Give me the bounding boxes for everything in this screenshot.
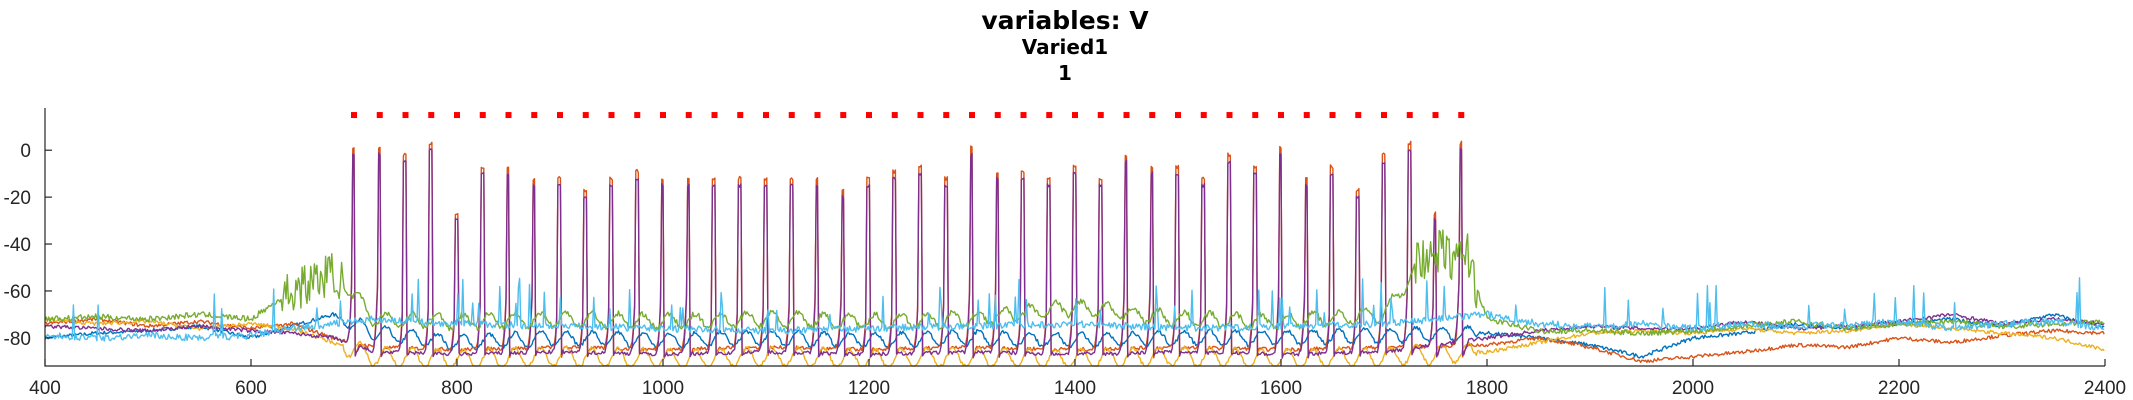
spike-marker [711,112,718,119]
spike-marker [557,112,563,119]
x-axis: 400 600 800 1000 1200 1400 1600 1800 2000 2200 240… [29,359,2126,399]
spike-marker [814,112,821,119]
spike-marker [866,112,872,119]
spike-marker [582,112,589,119]
spike-marker [1097,112,1104,119]
spike-marker-group [351,112,1465,119]
spike-marker [1329,112,1336,119]
chart-subtitle: Varied1 [1022,35,1108,59]
spike-marker [1149,112,1156,119]
x-tick-label: 2200 [1878,378,1920,399]
x-tick-label: 400 [29,378,61,399]
x-tick-label: 1800 [1466,378,1508,399]
spike-marker [763,112,769,119]
chart-subtitle-index: 1 [1058,61,1072,85]
y-tick-label: -20 [4,188,31,209]
spike-marker [402,112,409,119]
chart-title: variables: V [981,6,1149,35]
trace-group [44,140,2105,367]
spike-marker [969,112,975,119]
spike-marker [1226,112,1233,119]
x-tick-label: 600 [235,378,267,399]
y-tick-label: -60 [4,282,31,303]
spike-marker [685,112,692,119]
x-tick-label: 2000 [1672,378,1714,399]
spike-marker [1303,112,1310,119]
spike-marker [917,112,924,119]
spike-marker [1355,112,1362,119]
spike-marker [376,112,383,119]
spike-marker [1175,112,1181,119]
spike-marker [608,112,615,119]
spike-marker [840,112,847,119]
spike-marker [505,112,512,119]
spike-marker [660,112,666,119]
spike-marker [788,112,795,119]
spike-marker [1406,112,1413,119]
x-tick-label: 1400 [1054,378,1096,399]
spike-marker [531,112,538,119]
spike-marker [1072,112,1078,119]
spike-marker [1046,112,1053,119]
spike-marker [479,112,486,119]
x-tick-label: 2400 [2084,378,2126,399]
x-tick-label: 1600 [1260,378,1302,399]
spike-marker [994,112,1001,119]
x-tick-label: 1000 [642,378,684,399]
spike-marker [1458,112,1465,119]
spike-marker [428,112,435,119]
series-line-6 [44,277,2105,342]
y-tick-label: 0 [20,141,31,162]
x-tick-label: 1200 [848,378,890,399]
spike-marker [1278,112,1284,119]
spike-marker [634,112,641,119]
y-tick-label: -40 [4,235,31,256]
spike-marker [1381,112,1387,119]
spike-marker [351,112,357,119]
spike-marker [1252,112,1259,119]
spike-marker [1020,112,1027,119]
y-axis: -80 -60 -40 -20 0 [4,141,52,350]
y-tick-label: -80 [4,329,31,350]
spike-marker [1200,112,1207,119]
spike-marker [1123,112,1130,119]
spike-marker [943,112,950,119]
spike-marker [454,112,460,119]
x-tick-label: 800 [441,378,473,399]
spike-marker [891,112,898,119]
spike-marker [737,112,744,119]
spike-marker [1432,112,1439,119]
